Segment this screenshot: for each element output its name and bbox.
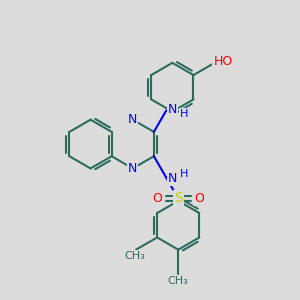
Text: CH₃: CH₃ — [168, 275, 189, 286]
Text: CH₃: CH₃ — [124, 251, 145, 261]
Text: N: N — [168, 103, 177, 116]
Text: H: H — [180, 109, 188, 119]
Text: N: N — [168, 172, 177, 185]
Text: HO: HO — [213, 55, 232, 68]
Text: N: N — [128, 162, 137, 175]
Text: H: H — [180, 169, 188, 179]
Text: O: O — [152, 192, 162, 205]
Text: N: N — [128, 113, 137, 126]
Text: O: O — [194, 192, 204, 205]
Text: S: S — [174, 191, 183, 206]
